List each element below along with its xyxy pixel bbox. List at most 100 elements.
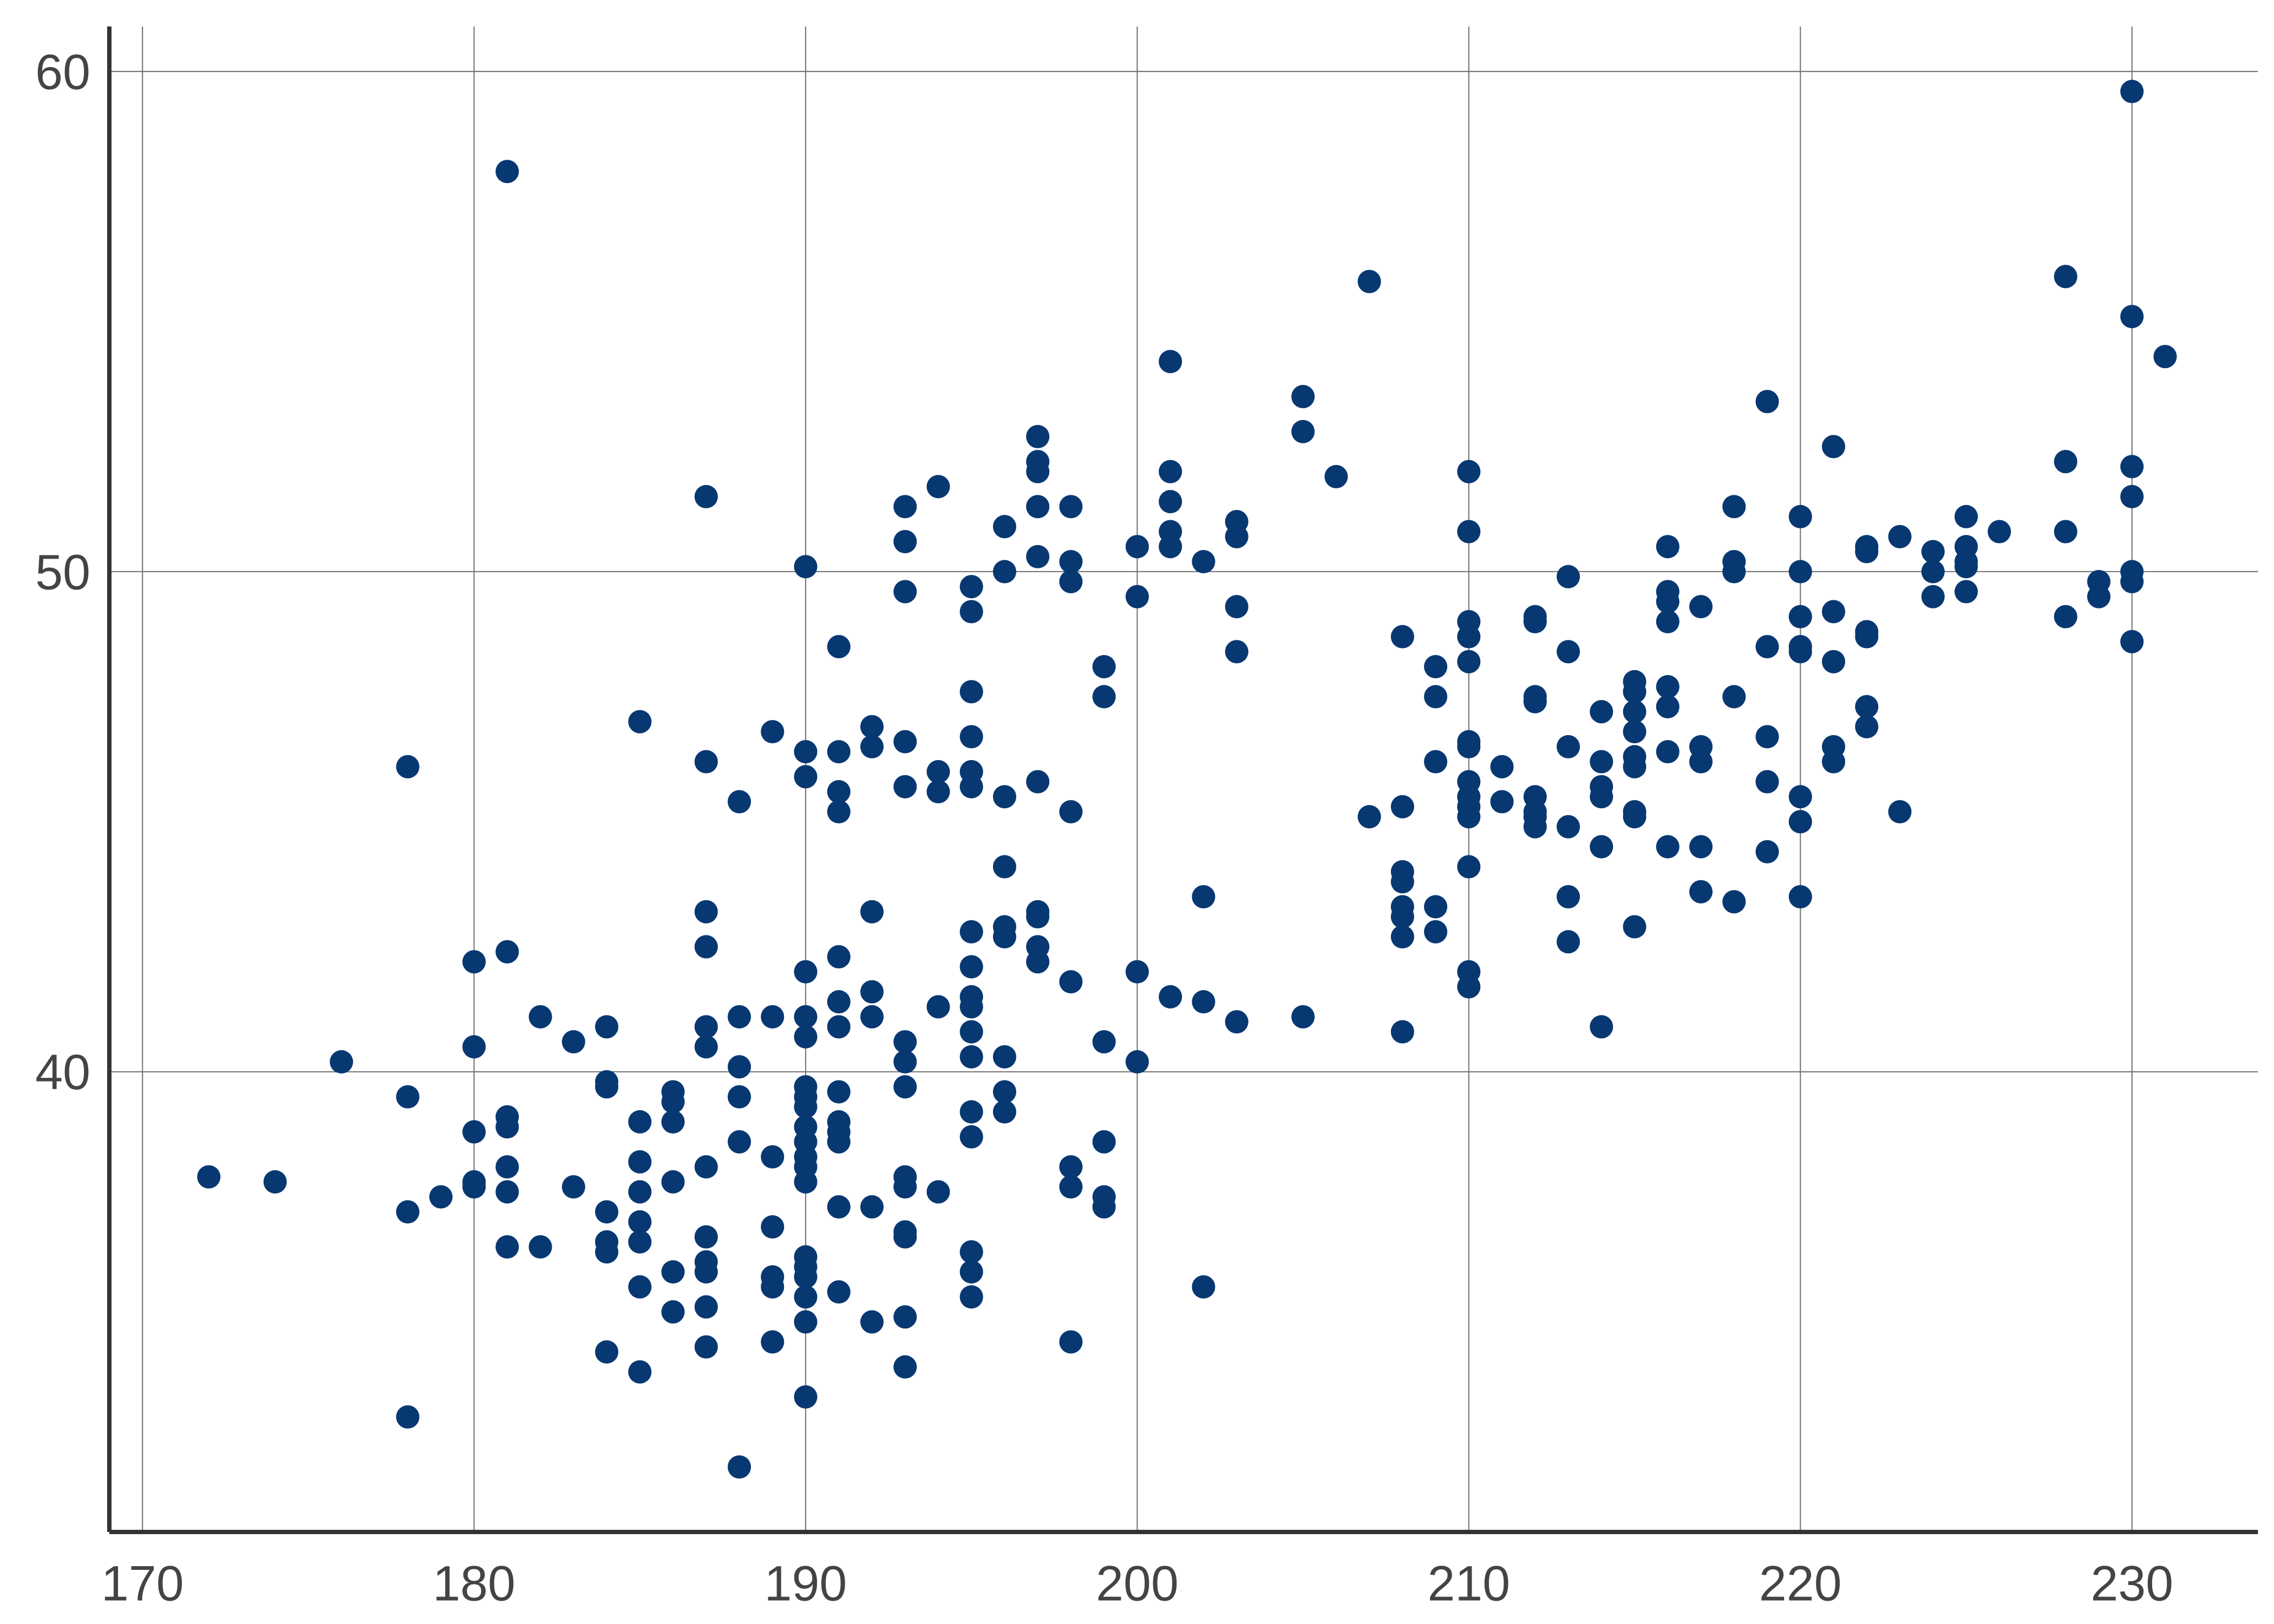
data-point xyxy=(761,1215,785,1239)
data-point xyxy=(860,900,884,924)
data-point xyxy=(1424,750,1448,774)
data-point xyxy=(926,760,950,784)
data-point xyxy=(1291,420,1315,443)
data-point xyxy=(1390,1020,1414,1044)
data-point xyxy=(1954,555,1978,579)
data-point xyxy=(628,710,652,734)
data-point xyxy=(727,1005,752,1029)
data-point xyxy=(595,1015,619,1039)
data-point xyxy=(1092,1130,1116,1154)
data-point xyxy=(1722,495,1746,519)
data-point xyxy=(794,555,818,579)
data-point xyxy=(893,529,917,554)
data-point xyxy=(1722,890,1746,914)
data-point xyxy=(1590,750,1613,774)
data-point xyxy=(628,1150,652,1174)
data-point xyxy=(1026,460,1050,483)
data-point xyxy=(893,495,917,519)
data-point xyxy=(1557,930,1580,954)
data-point xyxy=(1026,770,1050,794)
data-point xyxy=(893,1225,917,1249)
data-point xyxy=(2087,585,2110,608)
data-point xyxy=(926,995,950,1019)
data-point xyxy=(1059,970,1083,994)
data-point xyxy=(396,1085,420,1109)
data-point xyxy=(761,1330,785,1354)
data-point xyxy=(827,1080,851,1104)
data-point xyxy=(1324,464,1348,488)
data-point xyxy=(1821,600,1846,624)
data-point xyxy=(2120,80,2144,103)
data-point xyxy=(1855,540,1879,564)
data-point xyxy=(1457,975,1481,999)
data-point xyxy=(860,1005,884,1029)
data-point xyxy=(794,1025,818,1049)
data-point xyxy=(1656,590,1680,613)
data-point xyxy=(1557,565,1580,588)
data-point xyxy=(1821,435,1846,459)
data-point xyxy=(1590,700,1613,724)
data-point xyxy=(495,1115,519,1139)
data-point xyxy=(794,1385,818,1409)
data-point xyxy=(1788,605,1812,628)
data-point xyxy=(661,1090,685,1114)
data-point xyxy=(1390,870,1414,894)
data-point xyxy=(893,1050,917,1074)
data-point xyxy=(1656,675,1680,699)
data-point xyxy=(1755,840,1779,863)
data-point xyxy=(926,475,950,499)
data-point xyxy=(959,680,983,704)
data-point xyxy=(1192,1275,1216,1299)
data-point xyxy=(992,855,1016,879)
data-point xyxy=(628,1210,652,1234)
data-point xyxy=(2054,450,2077,474)
data-point xyxy=(794,1265,818,1289)
data-point xyxy=(1457,520,1481,543)
data-point xyxy=(1424,654,1448,679)
data-point xyxy=(1590,785,1613,809)
data-point xyxy=(827,945,851,968)
data-point xyxy=(2054,605,2077,628)
data-point xyxy=(727,1130,752,1154)
data-point xyxy=(1523,690,1547,713)
data-point xyxy=(1788,505,1812,528)
data-point xyxy=(1888,800,1912,824)
data-point xyxy=(694,1335,718,1359)
data-point xyxy=(1755,390,1779,414)
data-point xyxy=(1059,549,1083,574)
data-point xyxy=(694,750,718,774)
data-point xyxy=(1457,460,1481,483)
data-point xyxy=(1159,350,1182,374)
data-point xyxy=(694,1155,718,1179)
data-point xyxy=(330,1050,354,1074)
data-point xyxy=(1125,1050,1149,1074)
x-tick-label: 230 xyxy=(2090,1556,2173,1612)
data-point xyxy=(761,1275,785,1299)
x-tick-label: 190 xyxy=(764,1556,847,1612)
data-point xyxy=(794,960,818,984)
data-point xyxy=(827,990,851,1014)
data-point xyxy=(1291,1005,1315,1029)
x-tick-labels: 170 180 190 200 210 220 230 xyxy=(101,1556,2173,1612)
data-point xyxy=(1788,885,1812,909)
data-point xyxy=(827,1015,851,1039)
data-point xyxy=(1059,1330,1083,1354)
data-point xyxy=(1390,925,1414,949)
data-point xyxy=(794,1170,818,1194)
data-point xyxy=(396,755,420,778)
data-point xyxy=(761,1005,785,1029)
data-point xyxy=(1855,715,1879,738)
data-point xyxy=(2153,345,2177,369)
data-point xyxy=(1357,805,1381,829)
data-point xyxy=(1656,695,1680,718)
data-point xyxy=(1026,495,1050,519)
data-point xyxy=(1125,960,1149,984)
data-point xyxy=(959,955,983,979)
data-point xyxy=(1788,640,1812,664)
data-point xyxy=(1457,625,1481,649)
data-point xyxy=(1059,800,1083,824)
data-point xyxy=(694,935,718,959)
data-point xyxy=(1390,905,1414,929)
data-point xyxy=(827,1195,851,1219)
data-point xyxy=(396,1200,420,1224)
